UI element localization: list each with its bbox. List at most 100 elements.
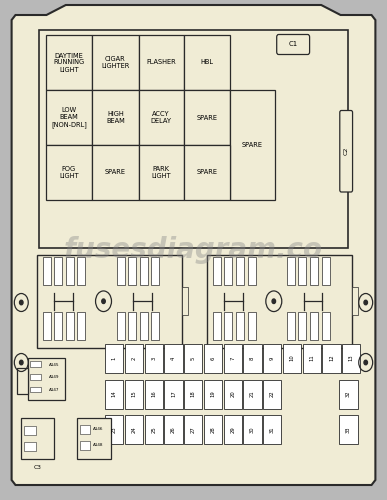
Bar xyxy=(116,312,125,340)
Circle shape xyxy=(19,300,23,304)
Bar xyxy=(77,418,111,459)
Bar xyxy=(125,380,143,408)
Bar xyxy=(164,344,183,372)
Text: PARK
LIGHT: PARK LIGHT xyxy=(151,166,171,179)
Bar xyxy=(30,362,41,367)
Text: 17: 17 xyxy=(171,390,176,398)
Bar xyxy=(204,415,222,444)
Bar xyxy=(213,257,221,284)
Text: 31: 31 xyxy=(270,426,275,433)
Text: A148: A148 xyxy=(93,444,104,448)
Bar xyxy=(39,30,348,248)
Bar xyxy=(128,312,136,340)
Text: CIGAR
LIGHTER: CIGAR LIGHTER xyxy=(101,56,130,69)
Text: 21: 21 xyxy=(250,390,255,398)
Bar xyxy=(310,257,318,284)
Text: FLASHER: FLASHER xyxy=(146,60,176,66)
Bar xyxy=(224,415,242,444)
Bar xyxy=(66,312,74,340)
Bar xyxy=(116,257,125,284)
Text: 22: 22 xyxy=(270,390,275,398)
Bar xyxy=(322,257,330,284)
Bar xyxy=(125,344,143,372)
Bar xyxy=(80,441,90,450)
Text: 30: 30 xyxy=(250,426,255,433)
Text: A149: A149 xyxy=(49,376,59,380)
Text: 32: 32 xyxy=(346,390,351,398)
FancyBboxPatch shape xyxy=(340,110,353,192)
Bar xyxy=(80,424,90,434)
Bar xyxy=(140,312,148,340)
Text: C2: C2 xyxy=(344,147,349,156)
Text: 8: 8 xyxy=(250,356,255,360)
Text: 24: 24 xyxy=(132,426,137,433)
Bar xyxy=(224,380,242,408)
Text: 6: 6 xyxy=(211,356,216,360)
Text: 2: 2 xyxy=(132,356,137,360)
Bar xyxy=(139,145,184,200)
Bar xyxy=(77,257,86,284)
Text: FOG
LIGHT: FOG LIGHT xyxy=(59,166,79,179)
Text: 26: 26 xyxy=(171,426,176,433)
Bar xyxy=(342,344,360,372)
Bar xyxy=(151,257,159,284)
Text: HBL: HBL xyxy=(200,60,214,66)
Bar xyxy=(24,426,36,435)
Bar xyxy=(28,358,65,400)
Bar xyxy=(298,312,307,340)
Polygon shape xyxy=(12,5,375,485)
Bar xyxy=(105,380,123,408)
Circle shape xyxy=(102,299,105,304)
Bar xyxy=(105,344,123,372)
Bar xyxy=(243,344,262,372)
Bar xyxy=(164,415,183,444)
Text: 12: 12 xyxy=(329,354,334,362)
Text: 23: 23 xyxy=(112,426,117,433)
Bar xyxy=(303,344,321,372)
Circle shape xyxy=(19,360,23,365)
Bar xyxy=(46,90,92,145)
Bar xyxy=(230,90,275,200)
Bar xyxy=(92,90,139,145)
Bar xyxy=(248,312,256,340)
Bar xyxy=(54,312,62,340)
Text: 5: 5 xyxy=(191,356,196,360)
Circle shape xyxy=(272,299,276,304)
Text: SPARE: SPARE xyxy=(197,114,217,120)
Text: 20: 20 xyxy=(230,390,235,398)
Bar xyxy=(322,344,341,372)
Bar xyxy=(339,415,358,444)
Text: ACCY
DELAY: ACCY DELAY xyxy=(151,111,172,124)
Text: A146: A146 xyxy=(93,427,104,431)
Bar xyxy=(224,257,233,284)
Bar xyxy=(213,312,221,340)
Bar xyxy=(224,312,233,340)
Text: 7: 7 xyxy=(230,356,235,360)
Bar xyxy=(322,312,330,340)
Bar xyxy=(204,380,222,408)
Bar xyxy=(43,257,51,284)
Circle shape xyxy=(364,360,367,365)
Bar xyxy=(24,442,36,451)
Bar xyxy=(287,257,295,284)
Bar xyxy=(151,312,159,340)
Bar xyxy=(54,257,62,284)
Bar xyxy=(339,380,358,408)
Text: fusesdiagram.co: fusesdiagram.co xyxy=(64,236,323,264)
Bar xyxy=(204,344,222,372)
Bar xyxy=(145,380,163,408)
Bar xyxy=(352,288,358,315)
Bar xyxy=(37,255,182,348)
Bar xyxy=(184,145,230,200)
Bar xyxy=(46,145,92,200)
Bar xyxy=(30,387,41,392)
Bar xyxy=(92,35,139,90)
Text: 4: 4 xyxy=(171,356,176,360)
Bar xyxy=(145,344,163,372)
Bar xyxy=(287,312,295,340)
Text: LOW
BEAM
[NON-DRL]: LOW BEAM [NON-DRL] xyxy=(51,107,87,128)
Text: 19: 19 xyxy=(211,390,216,398)
Bar xyxy=(17,368,28,394)
Text: HIGH
BEAM: HIGH BEAM xyxy=(106,111,125,124)
Bar xyxy=(236,312,244,340)
